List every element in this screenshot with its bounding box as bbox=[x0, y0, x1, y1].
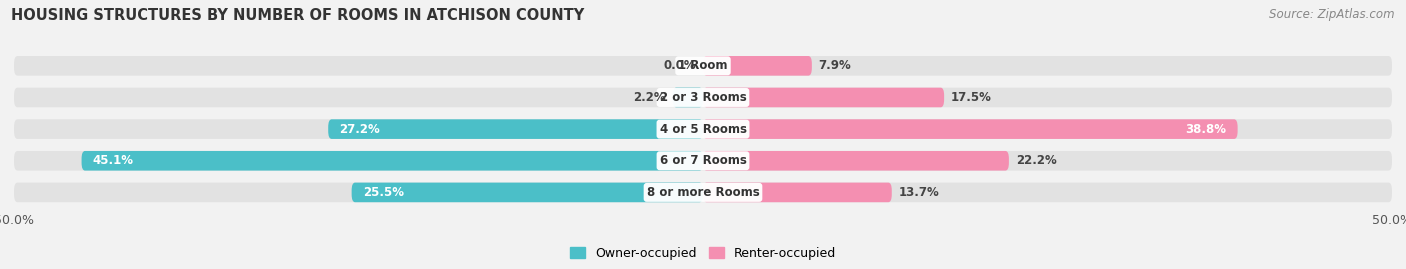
Text: 4 or 5 Rooms: 4 or 5 Rooms bbox=[659, 123, 747, 136]
FancyBboxPatch shape bbox=[328, 119, 703, 139]
Text: 6 or 7 Rooms: 6 or 7 Rooms bbox=[659, 154, 747, 167]
Text: 38.8%: 38.8% bbox=[1185, 123, 1226, 136]
FancyBboxPatch shape bbox=[82, 151, 703, 171]
FancyBboxPatch shape bbox=[703, 183, 891, 202]
Legend: Owner-occupied, Renter-occupied: Owner-occupied, Renter-occupied bbox=[565, 242, 841, 265]
Text: 2 or 3 Rooms: 2 or 3 Rooms bbox=[659, 91, 747, 104]
FancyBboxPatch shape bbox=[703, 119, 1237, 139]
Text: 0.0%: 0.0% bbox=[664, 59, 696, 72]
FancyBboxPatch shape bbox=[352, 183, 703, 202]
Text: 1 Room: 1 Room bbox=[678, 59, 728, 72]
Text: HOUSING STRUCTURES BY NUMBER OF ROOMS IN ATCHISON COUNTY: HOUSING STRUCTURES BY NUMBER OF ROOMS IN… bbox=[11, 8, 585, 23]
Text: 2.2%: 2.2% bbox=[633, 91, 666, 104]
Text: 8 or more Rooms: 8 or more Rooms bbox=[647, 186, 759, 199]
FancyBboxPatch shape bbox=[14, 88, 1392, 107]
Text: 27.2%: 27.2% bbox=[339, 123, 380, 136]
Text: Source: ZipAtlas.com: Source: ZipAtlas.com bbox=[1270, 8, 1395, 21]
FancyBboxPatch shape bbox=[14, 119, 1392, 139]
Text: 25.5%: 25.5% bbox=[363, 186, 404, 199]
FancyBboxPatch shape bbox=[703, 151, 1010, 171]
Text: 45.1%: 45.1% bbox=[93, 154, 134, 167]
Text: 22.2%: 22.2% bbox=[1015, 154, 1056, 167]
FancyBboxPatch shape bbox=[703, 88, 945, 107]
FancyBboxPatch shape bbox=[14, 56, 1392, 76]
Text: 17.5%: 17.5% bbox=[950, 91, 991, 104]
FancyBboxPatch shape bbox=[14, 183, 1392, 202]
FancyBboxPatch shape bbox=[14, 151, 1392, 171]
Text: 7.9%: 7.9% bbox=[818, 59, 852, 72]
Text: 13.7%: 13.7% bbox=[898, 186, 939, 199]
FancyBboxPatch shape bbox=[672, 88, 703, 107]
FancyBboxPatch shape bbox=[703, 56, 811, 76]
